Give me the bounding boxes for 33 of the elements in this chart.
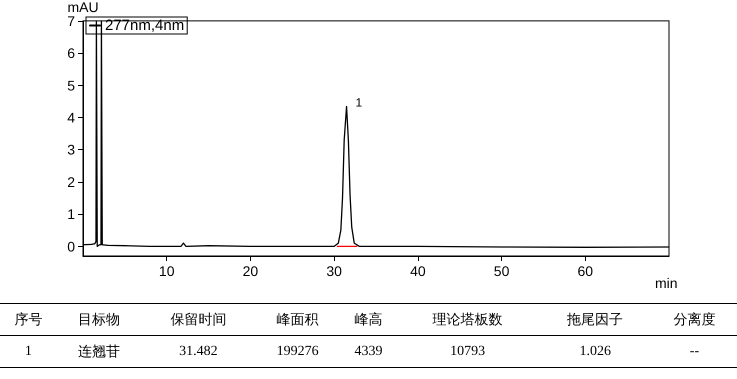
legend-label: 277nm,4nm — [105, 17, 184, 34]
y-tick-label: 3 — [67, 142, 76, 158]
text: 1.026 — [538, 336, 652, 368]
annotation: 1 — [356, 96, 363, 110]
y-tick-label: 2 — [67, 174, 76, 190]
y-tick-label: 4 — [67, 110, 76, 126]
text: 4339 — [340, 336, 397, 368]
text: 31.482 — [142, 336, 256, 368]
text: 峰面积 — [255, 304, 340, 336]
text: 理论塔板数 — [396, 304, 539, 336]
text: 连翘苷 — [56, 336, 142, 368]
y-tick-label: 0 — [67, 238, 76, 254]
x-tick-label: 10 — [158, 263, 175, 279]
x-axis-title: min — [655, 275, 678, 291]
x-tick-label: 30 — [326, 263, 342, 279]
text: 分离度 — [652, 304, 737, 336]
text: 目标物 — [56, 304, 142, 336]
y-tick-label: 5 — [67, 77, 76, 94]
y-tick-label: 6 — [67, 45, 76, 62]
x-tick-label: 40 — [410, 263, 426, 279]
text: 保留时间 — [142, 304, 256, 336]
text: 拖尾因子 — [538, 304, 652, 336]
x-tick-label: 50 — [494, 263, 510, 279]
text: 序号 — [0, 304, 57, 336]
x-tick-label: 20 — [242, 263, 258, 279]
y-axis-title: mAU — [67, 0, 99, 15]
y-tick-label: 1 — [67, 206, 76, 222]
text: 10793 — [396, 336, 539, 368]
y-tick-label: 7 — [67, 12, 76, 29]
text: 199276 — [255, 336, 340, 368]
text: 峰高 — [340, 304, 397, 336]
text: -- — [652, 336, 737, 368]
x-tick-label: 60 — [577, 263, 594, 279]
